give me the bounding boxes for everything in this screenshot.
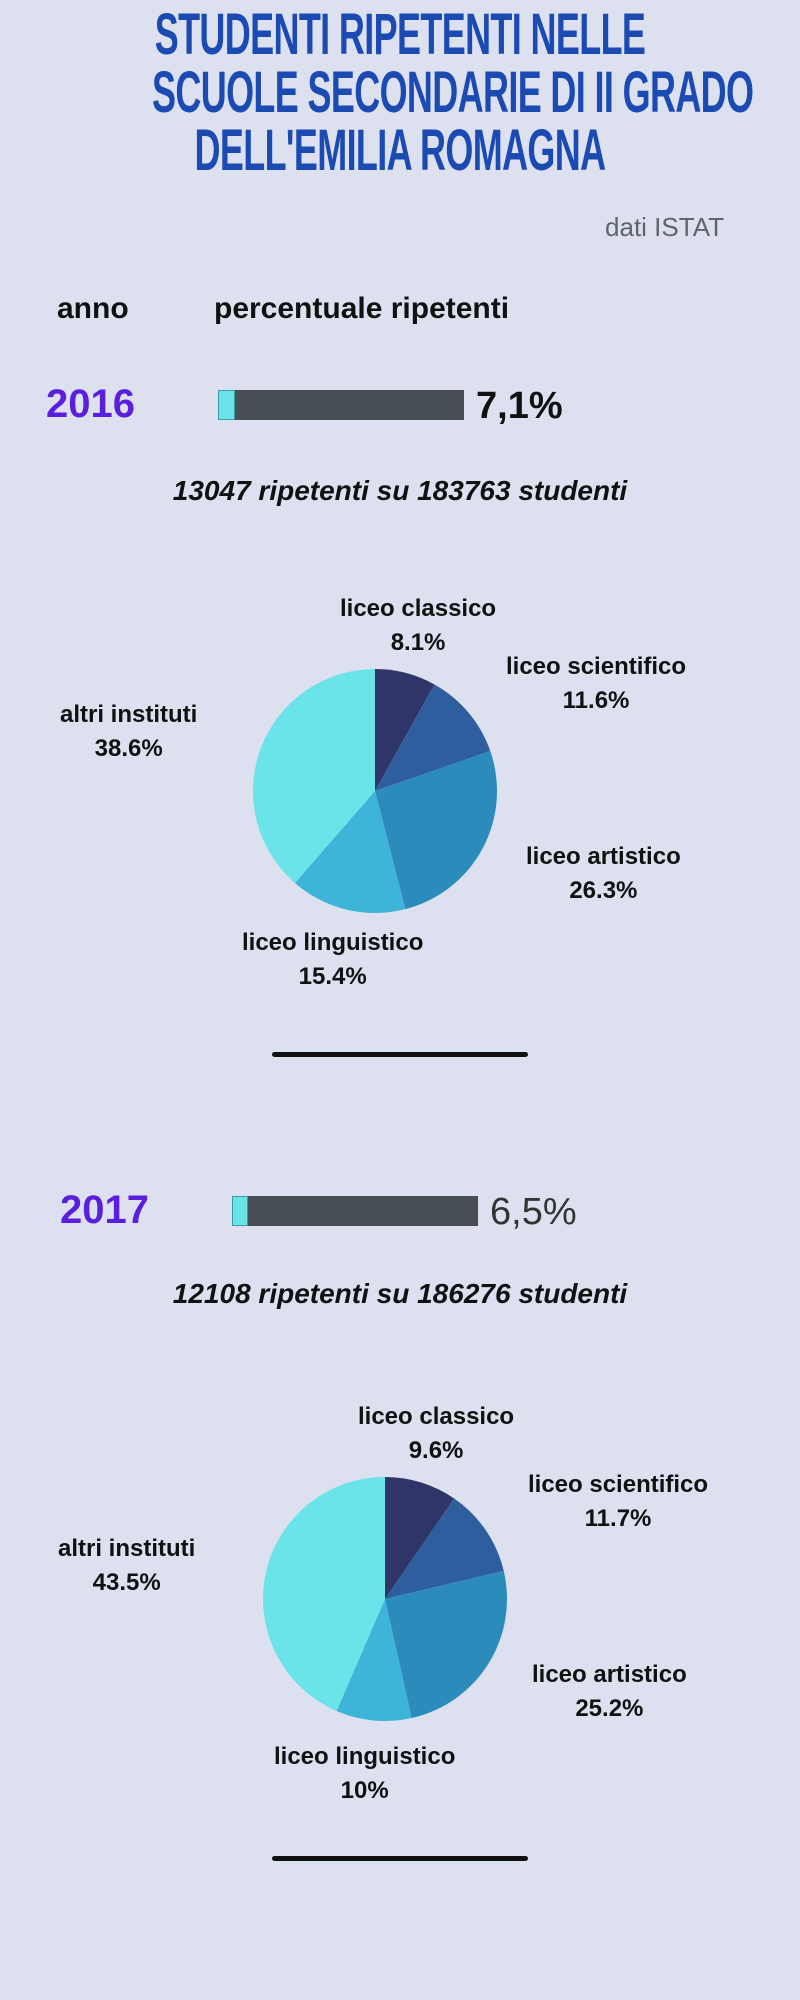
pie-slice-liceo-artistico [375,751,498,910]
pie-label-altri-instituti: altri instituti 38.6% [60,698,197,766]
page-title: STUDENTI RIPETENTI NELLE SCUOLE SECONDAR… [152,2,754,183]
pie-label-liceo-artistico: liceo artistico 25.2% [532,1658,687,1726]
slice-value: 15.4% [298,963,367,990]
slice-name: liceo scientifico [528,1471,709,1498]
pie-label-liceo-scientifico: liceo scientifico 11.7% [528,1468,708,1536]
slice-name: liceo scientifico [506,653,687,680]
pie-slice-liceo-scientifico [375,684,491,791]
slice-value: 38.6% [94,735,163,762]
pie-slice-liceo-scientifico [385,1498,504,1599]
percent-value: 7,1% [476,385,563,427]
pie-slice-liceo-linguistico [294,791,406,914]
slice-name: liceo artistico [532,1661,687,1688]
pie-slice-altri-instituti [253,669,375,884]
percent-column-header: percentuale ripetenti [214,292,510,325]
slice-value: 43.5% [92,1569,161,1596]
title-line: SCUOLE SECONDARIE DI II GRADO [152,60,754,125]
slice-name: liceo classico [340,595,497,622]
slice-value: 11.6% [562,687,630,714]
percent-bar-fill [232,1196,248,1226]
percent-bar-fill [218,390,235,420]
pie-slice-liceo-artistico [385,1570,508,1719]
students-summary: 13047 ripetenti su 183763 studenti [172,475,628,506]
slice-name: liceo classico [358,1403,515,1430]
slice-name: altri instituti [58,1535,196,1562]
pie-label-liceo-scientifico: liceo scientifico 11.6% [506,650,686,718]
slice-name: altri instituti [60,701,198,728]
pie-label-liceo-artistico: liceo artistico 26.3% [526,840,681,908]
slice-name: liceo linguistico [242,929,424,956]
pie-label-liceo-linguistico: liceo linguistico 15.4% [242,926,423,994]
slice-value: 9.6% [408,1437,464,1464]
pie-label-altri-instituti: altri instituti 43.5% [58,1532,195,1600]
slice-name: liceo artistico [526,843,681,870]
section-divider [272,1052,528,1057]
slice-value: 26.3% [569,877,638,904]
slice-value: 25.2% [575,1695,644,1722]
pie-slice-liceo-classico [375,669,435,791]
year-label: 2017 [60,1188,149,1232]
slice-value: 11.7% [584,1505,652,1532]
pie-chart-2016 [253,669,498,914]
title-line: STUDENTI RIPETENTI NELLE [154,2,646,67]
pie-label-liceo-classico: liceo classico 8.1% [340,592,496,660]
percent-value: 6,5% [490,1191,577,1233]
year-label: 2016 [46,382,135,426]
pie-label-liceo-linguistico: liceo linguistico 10% [274,1740,455,1808]
title-line: DELL'EMILIA ROMAGNA [194,118,607,183]
pie-chart-2017 [262,1477,508,1721]
students-summary: 12108 ripetenti su 186276 studenti [172,1278,628,1309]
slice-value: 10% [340,1777,389,1804]
slice-name: liceo linguistico [274,1743,456,1770]
pie-slice-liceo-classico [385,1477,455,1599]
pie-label-liceo-classico: liceo classico 9.6% [358,1400,514,1468]
year-column-header: anno [57,292,129,325]
pie-slice-altri-instituti [262,1477,385,1711]
source-note: dati ISTAT [605,212,724,242]
pie-slice-liceo-linguistico [336,1599,412,1721]
section-divider [272,1856,528,1861]
slice-value: 8.1% [390,629,446,656]
percent-bar [232,1196,478,1226]
percent-bar [218,390,464,420]
